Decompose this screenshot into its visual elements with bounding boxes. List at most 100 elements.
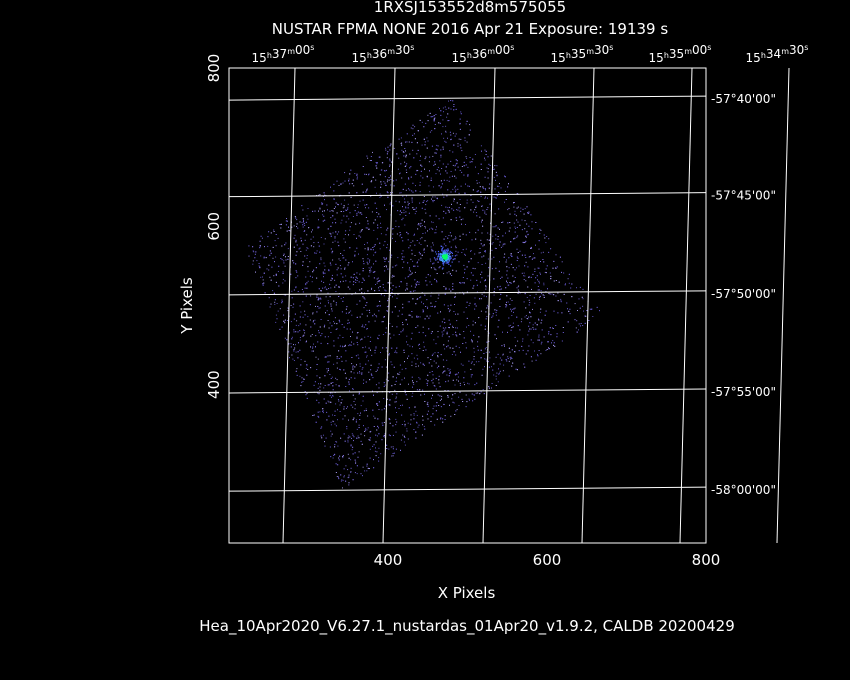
event-point [488, 332, 490, 334]
event-point [268, 269, 270, 271]
event-point [546, 349, 548, 350]
event-point [353, 440, 354, 442]
event-point [290, 305, 292, 306]
event-point [552, 327, 553, 329]
event-point [341, 219, 343, 221]
event-point [320, 259, 322, 261]
event-point [357, 332, 359, 333]
event-point [386, 257, 387, 259]
event-point [283, 314, 285, 316]
event-point [487, 258, 489, 260]
event-point [401, 414, 403, 416]
event-point [341, 399, 343, 401]
event-point [422, 332, 424, 334]
event-point [432, 353, 434, 355]
event-point [323, 434, 324, 436]
event-point [301, 205, 303, 207]
event-point [465, 307, 467, 308]
event-point [457, 143, 459, 145]
event-point [389, 203, 391, 205]
event-point [398, 201, 400, 203]
event-point [279, 328, 281, 330]
event-point [357, 354, 359, 356]
event-point [393, 334, 395, 336]
event-point [485, 279, 486, 281]
event-point [420, 257, 422, 259]
event-point [403, 441, 405, 443]
event-point [397, 210, 399, 212]
event-point [389, 391, 391, 393]
event-point [334, 240, 336, 242]
event-point [309, 261, 311, 263]
event-point [386, 306, 388, 308]
event-point [338, 258, 340, 260]
event-point [474, 308, 476, 310]
event-point [452, 164, 454, 166]
event-point [313, 320, 314, 322]
event-point [440, 406, 442, 408]
event-point [291, 354, 293, 356]
event-point [365, 351, 367, 353]
event-point [384, 241, 386, 243]
event-point [311, 231, 312, 233]
event-point [254, 253, 256, 255]
event-point [478, 182, 480, 184]
event-point [434, 352, 436, 354]
event-point [320, 290, 322, 292]
event-point [328, 401, 330, 403]
event-point [539, 233, 541, 234]
event-point [455, 331, 457, 333]
event-point [373, 415, 375, 417]
event-point [303, 378, 305, 380]
event-point [390, 201, 392, 203]
event-point [432, 250, 434, 252]
event-point [364, 292, 365, 294]
event-point [498, 208, 500, 210]
event-point [328, 361, 330, 363]
event-point [450, 235, 452, 237]
event-point [521, 318, 523, 320]
event-point [578, 329, 579, 331]
event-point [415, 410, 417, 412]
event-point [432, 116, 434, 118]
event-point [395, 407, 396, 409]
event-point [447, 163, 449, 165]
event-point [353, 234, 355, 235]
event-point [469, 129, 471, 131]
event-point [324, 194, 326, 196]
event-point [330, 303, 332, 305]
event-point [560, 298, 562, 300]
event-point [337, 267, 339, 269]
event-point [540, 353, 542, 355]
event-point [350, 276, 352, 278]
event-point [516, 207, 518, 209]
event-point [347, 469, 349, 471]
event-point [455, 247, 457, 249]
event-point [375, 447, 376, 449]
event-point [327, 300, 329, 302]
event-point [444, 370, 446, 372]
event-point [375, 384, 377, 386]
event-point [524, 366, 526, 368]
event-point [460, 219, 462, 221]
event-point [362, 466, 364, 468]
event-point [483, 393, 485, 395]
event-point [426, 382, 428, 384]
event-point [395, 418, 397, 420]
event-point [517, 340, 519, 342]
event-point [356, 214, 358, 216]
event-point [322, 214, 324, 216]
event-point [323, 398, 325, 400]
event-point [395, 424, 397, 426]
event-point [452, 334, 454, 336]
event-point [391, 455, 393, 457]
event-point [387, 244, 388, 246]
event-point [259, 245, 261, 247]
event-point [413, 133, 415, 135]
event-point [399, 192, 401, 194]
event-point [379, 248, 381, 250]
event-point [459, 239, 461, 241]
event-point [339, 396, 341, 397]
event-point [499, 298, 501, 300]
event-point [372, 151, 373, 153]
